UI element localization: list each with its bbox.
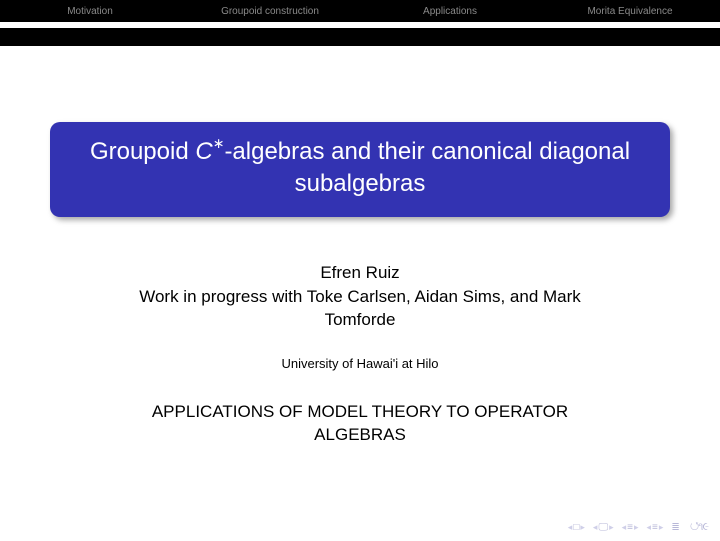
- bar-icon: ≡: [627, 523, 633, 533]
- triangle-left-icon: ◂: [647, 523, 652, 532]
- author-collab-1: Work in progress with Toke Carlsen, Aida…: [0, 285, 720, 309]
- nav-prev-section[interactable]: ◂ 🖵 ▸: [593, 523, 614, 533]
- author-block: Efren Ruiz Work in progress with Toke Ca…: [0, 261, 720, 332]
- triangle-left-icon: ◂: [622, 523, 627, 532]
- title-suffix: -algebras and their canonical diagonal s…: [224, 138, 630, 197]
- nav-item-morita-equivalence[interactable]: Morita Equivalence: [540, 6, 720, 17]
- subsection-band: [0, 28, 720, 46]
- nav-back-icon[interactable]: ≣: [671, 523, 679, 533]
- affiliation: University of Hawai'i at Hilo: [0, 356, 720, 371]
- nav-loop-icon[interactable]: ↺૧૯: [690, 522, 708, 533]
- beamer-nav-footer: ◂ □ ▸ ◂ 🖵 ▸ ◂ ≡ ▸ ◂ ≡ ▸ ≣ ↺૧૯: [568, 522, 708, 533]
- nav-item-groupoid-construction[interactable]: Groupoid construction: [180, 6, 360, 17]
- nav-prev-slide[interactable]: ◂ ≡ ▸: [622, 523, 639, 533]
- conference-block: APPLICATIONS OF MODEL THEORY TO OPERATOR…: [0, 401, 720, 447]
- conference-line-1: APPLICATIONS OF MODEL THEORY TO OPERATOR: [0, 401, 720, 424]
- nav-first-slide[interactable]: ◂ □ ▸: [568, 523, 585, 533]
- bar-icon: ≡: [652, 523, 658, 533]
- nav-next-slide[interactable]: ◂ ≡ ▸: [647, 523, 664, 533]
- triangle-right-icon: ▸: [634, 523, 639, 532]
- triangle-left-icon: ◂: [568, 523, 573, 532]
- conference-line-2: ALGEBRAS: [0, 424, 720, 447]
- triangle-right-icon: ▸: [609, 523, 614, 532]
- title-block: Groupoid C∗-algebras and their canonical…: [50, 122, 670, 217]
- title-prefix: Groupoid: [90, 138, 195, 165]
- author-name: Efren Ruiz: [0, 261, 720, 285]
- presentation-title: Groupoid C∗-algebras and their canonical…: [70, 136, 650, 201]
- slide-content: Groupoid C∗-algebras and their canonical…: [0, 122, 720, 447]
- nav-item-motivation[interactable]: Motivation: [0, 6, 180, 17]
- triangle-right-icon: ▸: [580, 523, 585, 532]
- frame-icon: 🖵: [598, 523, 608, 533]
- title-symbol: C: [195, 138, 212, 165]
- title-superscript: ∗: [213, 135, 225, 151]
- square-icon: □: [573, 523, 579, 533]
- author-collab-2: Tomforde: [0, 308, 720, 332]
- nav-item-applications[interactable]: Applications: [360, 6, 540, 17]
- triangle-right-icon: ▸: [659, 523, 664, 532]
- section-navbar: Motivation Groupoid construction Applica…: [0, 0, 720, 22]
- triangle-left-icon: ◂: [593, 523, 598, 532]
